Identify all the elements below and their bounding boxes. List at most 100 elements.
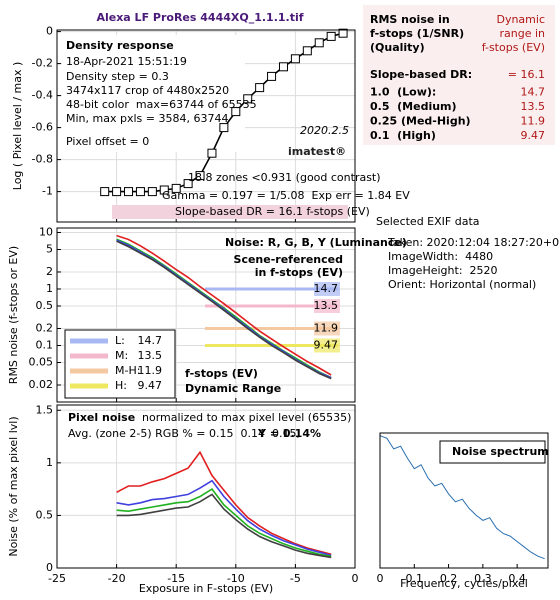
y-axis-label: Log ( Pixel level / max ) [11,62,24,190]
data-marker [207,148,217,158]
annotation: Dynamic Range [185,382,281,395]
annotation: Pixel offset = 0 [66,135,149,148]
table-header: range in [499,27,545,40]
table-header: (Quality) [370,41,425,54]
data-marker [112,187,122,197]
annotation: 18.8 zones <0.931 (good contrast) [188,171,381,184]
annotation: Avg. (zone 2-5) RGB % = 0.15 0.14 0.15; [68,427,300,440]
annotation: Y = 0.14% [257,427,321,440]
table-value: 9.47 [521,129,546,142]
table-header: RMS noise in [370,13,450,26]
data-marker [159,185,169,195]
y-tick-label: 0.05 [29,356,54,369]
dr-label: 9.47 [314,338,339,351]
data-marker [255,83,265,93]
axes-frame [379,432,549,569]
x-tick-label: 0.4 [508,572,526,585]
exif-line: Orient: Horizontal (normal) [388,278,536,291]
data-marker [302,46,312,56]
y-tick-label: -1 [42,185,53,198]
exif-line: Taken: 2020:12:04 18:27:20+01:00 [387,236,560,249]
annotation: 18-Apr-2021 15:51:19 [66,55,187,68]
annotation: normalized to max pixel level (65535) [142,411,351,424]
page-title: Alexa LF ProRes 4444XQ_1.1.1.tif [96,11,303,24]
data-marker [147,187,157,197]
data-marker [219,123,229,133]
y-tick-label: 0 [46,25,53,38]
x-tick-label: 0 [377,572,384,585]
dr-label: 13.5 [314,299,339,312]
annotation: Density step = 0.3 [66,70,169,83]
y-axis-label: Noise (% of max pixel lvl) [7,416,20,556]
series-line [116,234,332,376]
annotation: Gamma = 0.197 = 1/5.08 Exp err = 1.84 EV [162,189,410,202]
y-tick-label: 1 [46,456,53,469]
x-tick-label: -5 [290,572,301,585]
data-marker [338,28,348,38]
data-marker [124,187,134,197]
data-marker [231,107,241,117]
data-marker [314,38,324,48]
table-label: 0.5 (Medium) [370,100,457,113]
annotation: 3474x117 crop of 4480x2520 [66,84,229,97]
exif-title: Selected EXIF data [376,215,480,228]
annotation: Slope-based DR = 16.1 f-stops (EV) [175,205,370,218]
legend-name: H: [115,379,127,392]
table-label: 0.1 (High) [370,129,436,142]
y-tick-label: -0.4 [32,89,53,102]
y-tick-label: -0.8 [32,153,53,166]
exif-line: ImageHeight: 2520 [388,264,498,277]
table-header: f-stops (1/SNR) [370,27,464,40]
dr-bar [112,205,348,219]
data-marker [195,171,205,181]
y-tick-label: 0.2 [36,321,54,334]
x-axis-label: Frequency, cycles/pixel [400,577,528,590]
legend-name: M-H: [115,364,140,377]
annotation: 2020.2.5 [300,124,349,137]
data-marker [267,71,277,81]
table-value: 13.5 [521,100,546,113]
annotation: in f-stops (EV) [255,266,343,279]
x-tick-label: 0.2 [440,572,458,585]
y-tick-label: -0.2 [32,57,53,70]
legend-name: L: [115,334,125,347]
dr-label-bg [314,338,340,353]
table-value: 11.9 [521,115,546,128]
y-axis-label: RMS noise (f-stops or EV) [7,246,20,384]
annotation: Min, max pxls = 3584, 63744 [66,112,228,125]
data-marker [290,54,300,64]
annotation-box [439,440,546,464]
series-line [116,488,332,558]
y-tick-label: 0 [46,561,53,574]
plot-area [57,405,355,568]
annotation: Pixel noise [68,411,135,424]
legend-value: 13.5 [138,349,163,362]
table-label: 0.25 (Med-High) [370,115,471,128]
x-tick-label: -25 [48,572,66,585]
data-marker [100,187,110,197]
axes-frame [56,404,356,569]
data-marker [243,94,253,104]
table-header: Dynamic [496,13,545,26]
axes-frame [56,29,356,223]
data-marker [171,183,181,193]
dr-label: 11.9 [314,321,339,334]
data-marker [135,187,145,197]
x-tick-label: -15 [167,572,185,585]
table-value: = 16.1 [508,68,545,81]
series-line [116,450,332,556]
series-line [116,238,332,379]
annotation: 48-bit color max=63744 of 65535 [66,98,257,111]
table-header: f-stops (EV) [482,41,545,54]
y-tick-label: 2 [46,265,53,278]
series-line [116,493,332,559]
data-marker [278,62,288,72]
series-line [379,435,545,560]
exif-line: ImageWidth: 4480 [388,250,493,263]
data-marker [326,31,336,41]
y-tick-label: 0.02 [29,378,54,391]
legend-value: 14.7 [138,334,163,347]
dr-label-bg [314,298,340,313]
annotation: Noise spectrum [452,445,549,458]
